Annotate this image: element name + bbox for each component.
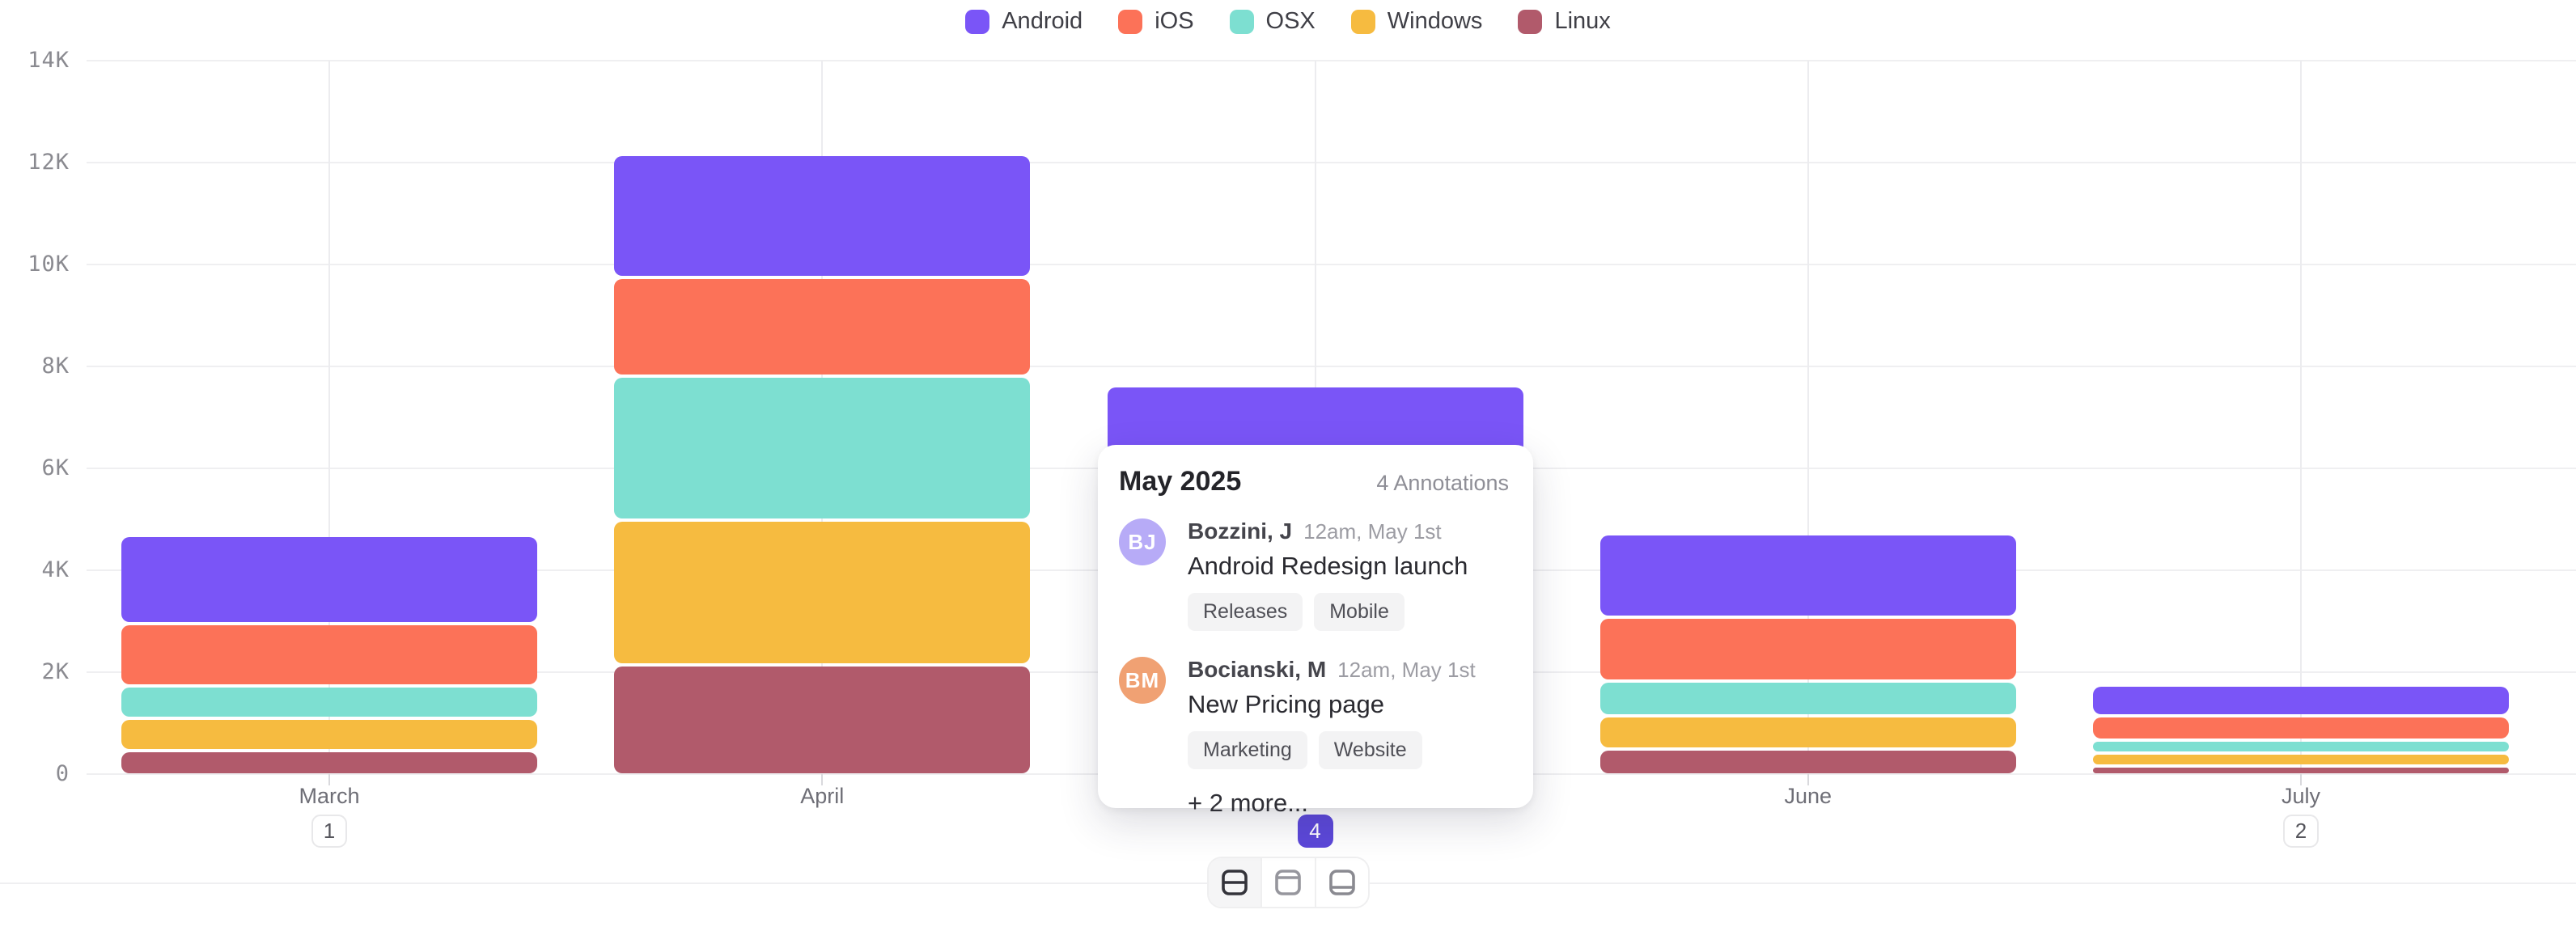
y-axis-tick-label: 4K	[41, 557, 70, 582]
bar-segment-march-osx[interactable]	[121, 688, 537, 717]
y-axis-tick-label: 14K	[28, 48, 70, 73]
bar-segment-april-android[interactable]	[614, 155, 1031, 277]
timestamp: 12am, May 1st	[1337, 658, 1476, 682]
bar-segment-april-windows[interactable]	[614, 522, 1031, 664]
y-axis-tick-label: 8K	[41, 353, 70, 379]
x-axis-tick	[821, 774, 824, 785]
h-gridline	[87, 60, 2576, 61]
ios-swatch-icon	[1118, 9, 1143, 34]
tag: Website	[1318, 731, 1422, 769]
avatar: BM	[1119, 657, 1166, 704]
bar-segment-april-ios[interactable]	[614, 279, 1031, 375]
legend-item-android[interactable]: Android	[965, 8, 1083, 35]
y-axis-tick-label: 12K	[28, 149, 70, 175]
annotation-count-badge[interactable]: 2	[2283, 815, 2319, 848]
row-line-top-icon	[1275, 870, 1302, 895]
annotation-text: Android Redesign launch	[1188, 552, 1468, 580]
x-axis-tick	[2300, 774, 2302, 785]
timestamp: 12am, May 1st	[1303, 519, 1442, 544]
legend-item-osx[interactable]: OSX	[1229, 8, 1316, 35]
x-axis-tick	[1807, 774, 1809, 785]
y-axis-tick-label: 2K	[41, 658, 70, 684]
author-name: Bocianski, M	[1188, 657, 1327, 682]
android-swatch-icon	[965, 9, 990, 34]
legend-item-ios[interactable]: iOS	[1118, 8, 1194, 35]
bar-segment-june-windows[interactable]	[1599, 717, 2016, 748]
view-toggle-button-middle[interactable]	[1209, 858, 1261, 907]
bar-segment-july-linux[interactable]	[2093, 767, 2509, 774]
bar-segment-june-osx[interactable]	[1599, 683, 2016, 714]
annotation-meta: Bozzini, J 12am, May 1st	[1188, 518, 1468, 544]
view-toggle-button-bottom[interactable]	[1314, 858, 1368, 907]
annotations-popup: May 2025 4 Annotations BJ Bozzini, J 12a…	[1098, 445, 1533, 817]
bar-segment-july-android[interactable]	[2093, 686, 2509, 715]
annotation-view-toggle	[1207, 857, 1370, 908]
bar-segment-july-ios[interactable]	[2093, 717, 2509, 739]
x-axis-label: April	[800, 784, 845, 808]
tag: Marketing	[1188, 731, 1307, 769]
row-line-bottom-icon	[1329, 870, 1355, 895]
annotation-entry-body: Bocianski, M 12am, May 1st New Pricing p…	[1188, 657, 1476, 769]
windows-swatch-icon	[1350, 9, 1375, 34]
linux-swatch-icon	[1518, 9, 1543, 34]
legend-item-linux[interactable]: Linux	[1518, 8, 1611, 35]
bar-segment-april-osx[interactable]	[614, 378, 1031, 519]
annotation-entry-body: Bozzini, J 12am, May 1st Android Redesig…	[1188, 518, 1468, 631]
legend-label: Windows	[1387, 8, 1483, 34]
x-axis-tick	[328, 774, 330, 785]
bar-segment-june-ios[interactable]	[1599, 619, 2016, 680]
annotation-entry[interactable]: BM Bocianski, M 12am, May 1st New Pricin…	[1119, 657, 1509, 769]
row-line-middle-icon	[1222, 870, 1248, 895]
h-gridline	[87, 263, 2576, 265]
y-axis-tick-label: 6K	[41, 455, 70, 480]
annotation-count-badge[interactable]: 1	[311, 815, 347, 848]
author-name: Bozzini, J	[1188, 518, 1293, 544]
legend-label: Android	[1002, 8, 1083, 34]
bar-segment-march-windows[interactable]	[121, 720, 537, 750]
x-axis-label: March	[299, 784, 360, 808]
bar-segment-april-linux[interactable]	[614, 667, 1031, 774]
h-gridline	[87, 365, 2576, 367]
y-axis-tick-label: 0	[55, 760, 70, 786]
popup-header: May 2025 4 Annotations	[1119, 466, 1509, 497]
avatar: BJ	[1119, 518, 1166, 565]
v-gridline	[2300, 61, 2302, 774]
bar-segment-march-ios[interactable]	[121, 624, 537, 685]
annotation-meta: Bocianski, M 12am, May 1st	[1188, 657, 1476, 683]
legend: Android iOS OSX Windows Linux	[0, 8, 2576, 35]
bar-segment-july-osx[interactable]	[2093, 742, 2509, 751]
bar-segment-march-linux[interactable]	[121, 752, 537, 774]
tag-row: Marketing Website	[1188, 731, 1476, 769]
bar-segment-june-linux[interactable]	[1599, 751, 2016, 774]
annotation-text: New Pricing page	[1188, 690, 1384, 718]
x-axis-label: June	[1784, 784, 1832, 808]
h-gridline	[87, 161, 2576, 163]
annotation-count-badge[interactable]: 4	[1297, 815, 1333, 848]
legend-label: Linux	[1554, 8, 1611, 34]
v-gridline	[1807, 61, 1809, 774]
tag: Mobile	[1314, 593, 1405, 631]
annotation-entry[interactable]: BJ Bozzini, J 12am, May 1st Android Rede…	[1119, 518, 1509, 631]
view-toggle-button-top[interactable]	[1260, 858, 1315, 907]
legend-label: OSX	[1265, 8, 1316, 34]
osx-swatch-icon	[1229, 9, 1254, 34]
bar-segment-july-windows[interactable]	[2093, 754, 2509, 764]
more-annotations-link[interactable]: + 2 more...	[1188, 789, 1309, 817]
legend-label: iOS	[1155, 8, 1194, 34]
popup-annotation-count: 4 Annotations	[1376, 471, 1509, 495]
bar-segment-march-android[interactable]	[121, 536, 537, 622]
popup-title: May 2025	[1119, 466, 1242, 497]
bar-segment-june-android[interactable]	[1599, 535, 2016, 616]
legend-item-windows[interactable]: Windows	[1350, 8, 1483, 35]
y-axis-tick-label: 10K	[28, 251, 70, 277]
tag: Releases	[1188, 593, 1303, 631]
x-axis-label: July	[2281, 784, 2320, 808]
v-gridline	[328, 61, 330, 774]
tag-row: Releases Mobile	[1188, 593, 1468, 631]
